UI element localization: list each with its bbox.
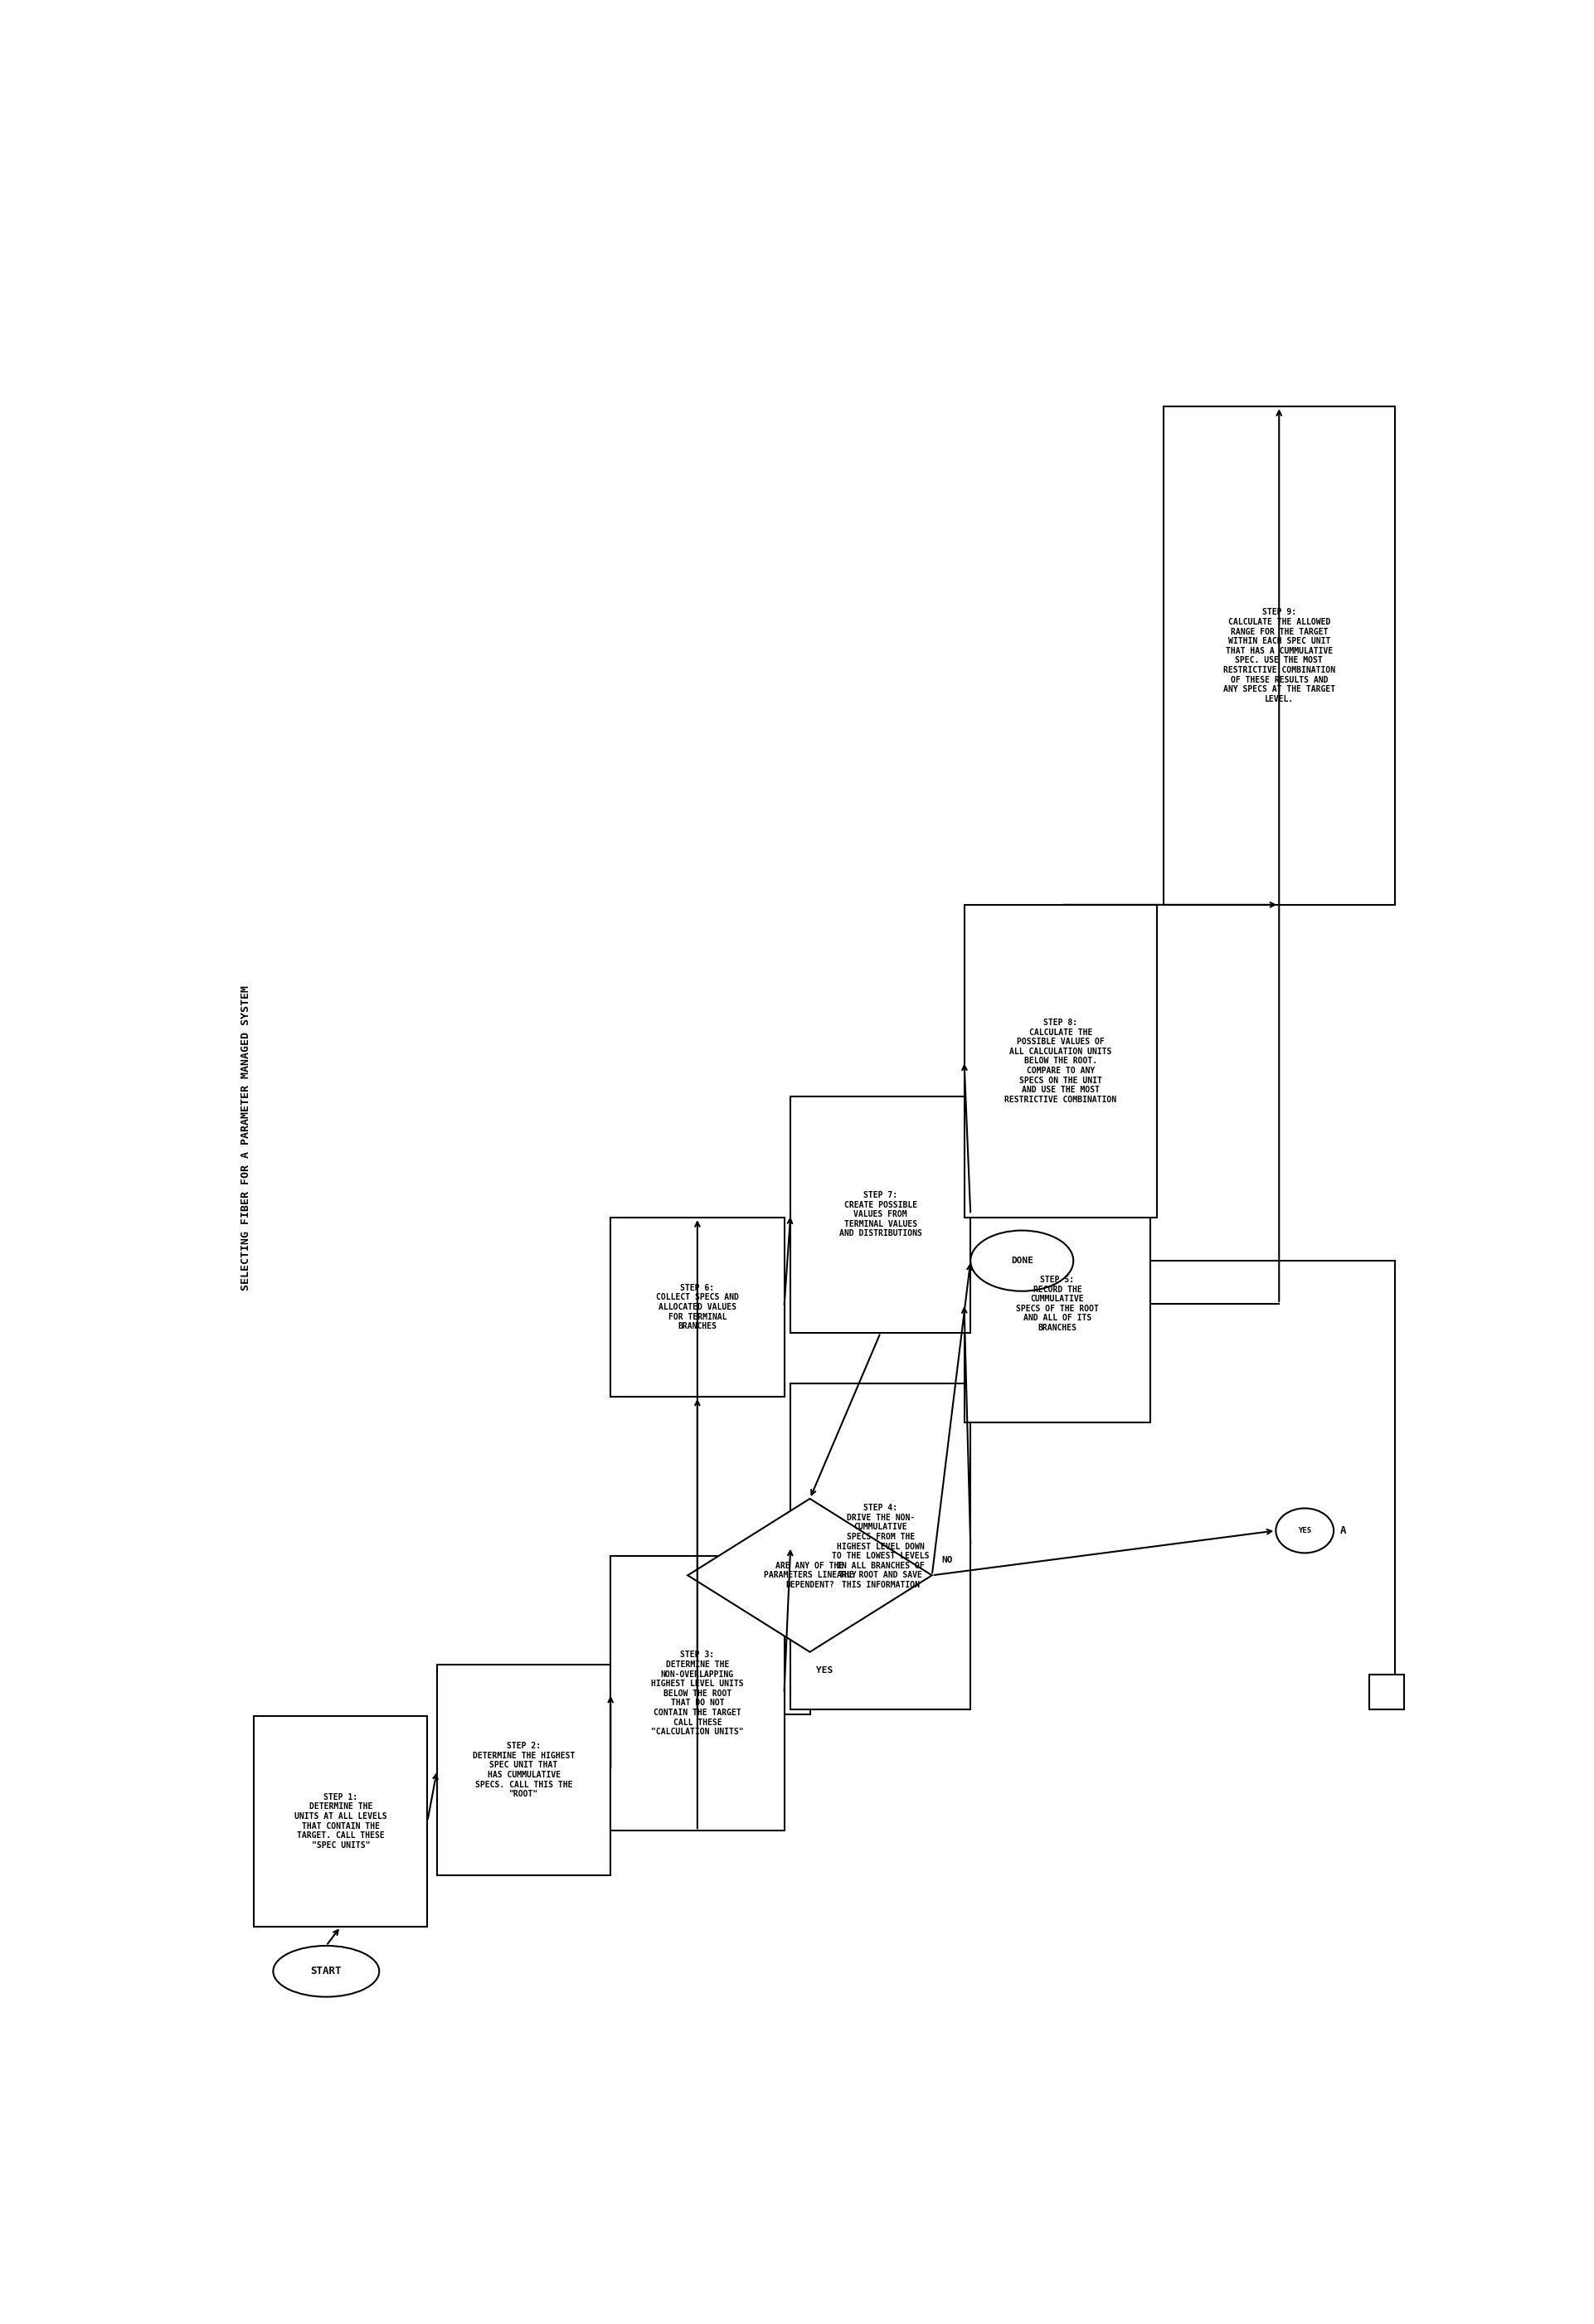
Polygon shape — [687, 1499, 932, 1652]
Ellipse shape — [971, 1229, 1073, 1292]
Text: STEP 8:
CALCULATE THE
POSSIBLE VALUES OF
ALL CALCULATION UNITS
BELOW THE ROOT.
C: STEP 8: CALCULATE THE POSSIBLE VALUES OF… — [1004, 1018, 1116, 1104]
Text: STEP 5:
RECORD THE
CUMMULATIVE
SPECS OF THE ROOT
AND ALL OF ITS
BRANCHES: STEP 5: RECORD THE CUMMULATIVE SPECS OF … — [1015, 1276, 1098, 1332]
Text: STEP 1:
DETERMINE THE
UNITS AT ALL LEVELS
THAT CONTAIN THE
TARGET. CALL THESE
"S: STEP 1: DETERMINE THE UNITS AT ALL LEVEL… — [295, 1794, 387, 1850]
FancyBboxPatch shape — [253, 1715, 427, 1927]
FancyBboxPatch shape — [611, 1218, 784, 1397]
Text: YES: YES — [816, 1666, 832, 1676]
Text: STEP 9:
CALCULATE THE ALLOWED
RANGE FOR THE TARGET
WITHIN EACH SPEC UNIT
THAT HA: STEP 9: CALCULATE THE ALLOWED RANGE FOR … — [1223, 609, 1336, 704]
Text: STEP 6:
COLLECT SPECS AND
ALLOCATED VALUES
FOR TERMINAL
BRANCHES: STEP 6: COLLECT SPECS AND ALLOCATED VALU… — [657, 1283, 738, 1329]
FancyBboxPatch shape — [964, 1185, 1151, 1422]
Text: SELECTING FIBER FOR A PARAMETER MANAGED SYSTEM: SELECTING FIBER FOR A PARAMETER MANAGED … — [241, 985, 252, 1290]
FancyBboxPatch shape — [791, 1097, 971, 1332]
Text: NO: NO — [942, 1557, 953, 1564]
Text: START: START — [311, 1966, 341, 1978]
FancyBboxPatch shape — [611, 1557, 784, 1831]
Text: STEP 3:
DETERMINE THE
NON-OVERLAPPING
HIGHEST LEVEL UNITS
BELOW THE ROOT
THAT DO: STEP 3: DETERMINE THE NON-OVERLAPPING HI… — [650, 1650, 744, 1736]
Text: ARE ANY OF THE
PARAMETERS LINEARLY
DEPENDENT?: ARE ANY OF THE PARAMETERS LINEARLY DEPEN… — [764, 1562, 856, 1590]
Ellipse shape — [1275, 1508, 1334, 1552]
FancyBboxPatch shape — [791, 1383, 971, 1710]
Text: A: A — [1341, 1525, 1345, 1536]
FancyBboxPatch shape — [437, 1664, 611, 1875]
FancyBboxPatch shape — [964, 904, 1157, 1218]
FancyBboxPatch shape — [1164, 407, 1395, 904]
Text: STEP 7:
CREATE POSSIBLE
VALUES FROM
TERMINAL VALUES
AND DISTRIBUTIONS: STEP 7: CREATE POSSIBLE VALUES FROM TERM… — [838, 1192, 921, 1239]
Text: YES: YES — [1298, 1527, 1312, 1534]
Text: STEP 4:
DRIVE THE NON-
CUMMULATIVE
SPECS FROM THE
HIGHEST LEVEL DOWN
TO THE LOWE: STEP 4: DRIVE THE NON- CUMMULATIVE SPECS… — [832, 1504, 929, 1590]
Ellipse shape — [273, 1945, 379, 1996]
Text: STEP 2:
DETERMINE THE HIGHEST
SPEC UNIT THAT
HAS CUMMULATIVE
SPECS. CALL THIS TH: STEP 2: DETERMINE THE HIGHEST SPEC UNIT … — [473, 1743, 575, 1799]
Text: DONE: DONE — [1011, 1257, 1033, 1264]
FancyBboxPatch shape — [1369, 1673, 1404, 1710]
